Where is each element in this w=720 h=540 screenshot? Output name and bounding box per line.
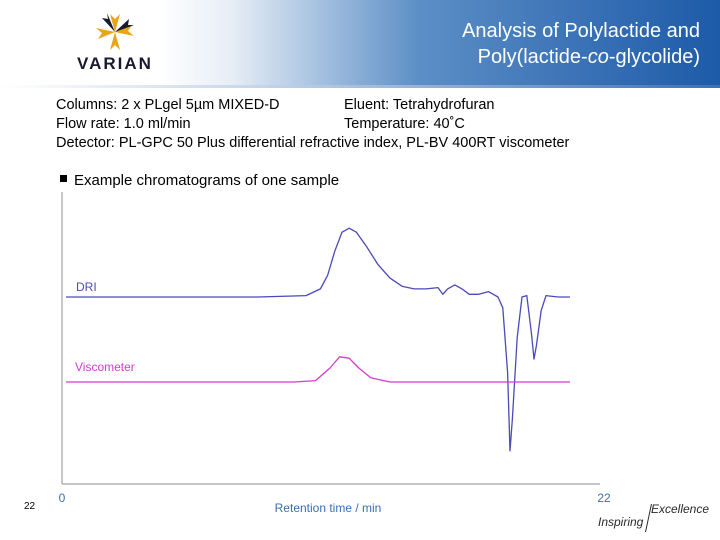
series-label-dri: DRI [76,280,97,294]
title-line-1: Analysis of Polylactide and [462,20,700,42]
method-info: Columns: 2 x PLgel 5µm MIXED-D Eluent: T… [56,96,569,153]
tagline-word-1: Inspiring [598,515,644,529]
inspiring-excellence-logo: Inspiring Excellence [598,500,713,536]
logo-text: VARIAN [77,54,153,73]
temperature-text: Temperature: 40˚C [344,116,465,132]
x-axis-label: Retention time / min [275,501,382,515]
tagline-word-2: Excellence [651,502,710,516]
bullet-text: Example chromatograms of one sample [74,172,340,189]
series-label-viscometer: Viscometer [75,360,135,374]
series-line-dri [66,227,570,452]
bullet-square-icon [60,175,67,182]
title-line-2-italic: co [587,46,609,68]
header-band [0,0,720,88]
x-tick-label-1: 22 [597,491,611,505]
title-line-2: Poly(lactide-co-glycolide) [340,44,700,70]
flow-rate-text: Flow rate: 1.0 ml/min [56,116,191,132]
eluent-text: Eluent: Tetrahydrofuran [344,97,495,113]
bullet-item: Example chromatograms of one sample [60,172,339,189]
slide-title: Analysis of Polylactide and Poly(lactide… [340,18,700,70]
title-line-2-pre: Poly(lactide- [477,46,588,68]
columns-text: Columns: 2 x PLgel 5µm MIXED-D [56,97,280,113]
info-row-3: Detector: PL-GPC 50 Plus differential re… [56,134,569,153]
page-number: 22 [24,501,36,512]
detector-text: Detector: PL-GPC 50 Plus differential re… [56,135,570,151]
x-tick-label-0: 0 [59,491,66,505]
varian-logo-mark-icon [96,13,134,50]
info-row-1: Columns: 2 x PLgel 5µm MIXED-D Eluent: T… [56,96,569,115]
info-row-2: Flow rate: 1.0 ml/min Temperature: 40˚C [56,115,569,134]
varian-logo: VARIAN [70,12,160,74]
title-line-2-post: -glycolide) [608,46,700,68]
series-line-viscometer [66,356,570,383]
